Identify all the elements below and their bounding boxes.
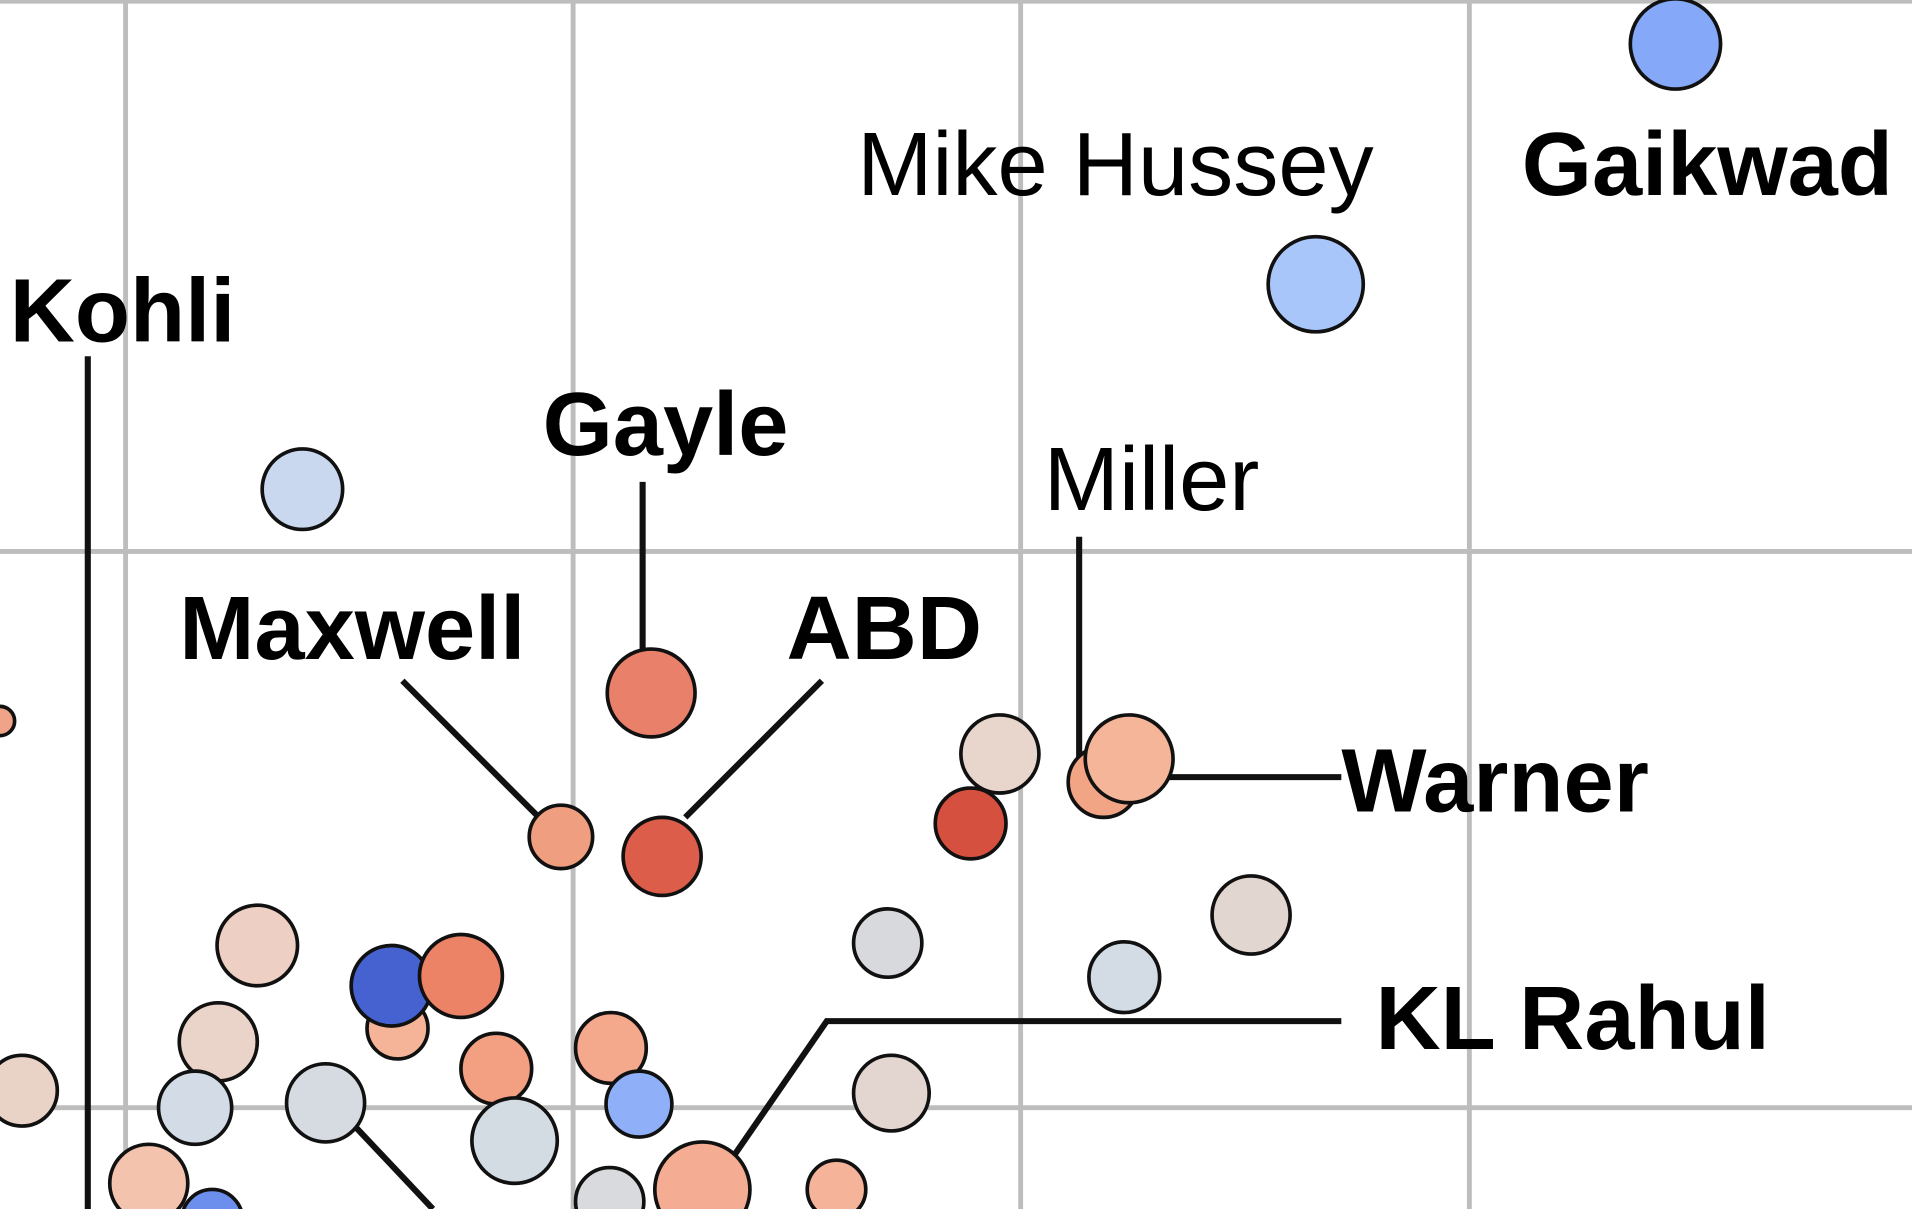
player-label: Maxwell — [179, 578, 525, 679]
point — [1087, 939, 1162, 1015]
point — [0, 1053, 60, 1128]
leader-line — [683, 678, 825, 820]
point — [417, 932, 505, 1020]
point — [215, 903, 300, 988]
player-label: Miller — [1044, 429, 1260, 530]
player-label: KL Rahul — [1375, 968, 1769, 1069]
point — [621, 815, 703, 898]
point — [851, 1053, 932, 1133]
point — [959, 713, 1041, 795]
point — [459, 1031, 534, 1106]
point — [284, 1061, 367, 1144]
point — [181, 1187, 243, 1209]
point — [1628, 0, 1723, 91]
point — [933, 786, 1008, 861]
point — [573, 1010, 649, 1086]
point — [573, 1165, 646, 1209]
point — [1083, 713, 1175, 805]
player-label: Mike Hussey — [857, 114, 1373, 215]
point — [605, 647, 697, 739]
point — [652, 1140, 752, 1209]
labels: Mike Hussey Gaikwad Kohli Gayle Miller M… — [10, 114, 1893, 1069]
point — [851, 907, 924, 980]
player-label: Gaikwad — [1522, 114, 1893, 215]
point — [527, 803, 595, 871]
point — [604, 1069, 674, 1139]
point — [156, 1069, 234, 1147]
point — [470, 1096, 560, 1186]
leader-line — [348, 1120, 436, 1209]
point — [177, 1000, 260, 1083]
player-label: Gayle — [543, 374, 789, 475]
point — [260, 447, 345, 532]
leader-line — [400, 678, 542, 820]
player-label: Kohli — [10, 261, 236, 362]
point — [1266, 234, 1366, 334]
player-label: Warner — [1341, 730, 1649, 831]
point — [0, 704, 17, 738]
point — [107, 1142, 190, 1209]
leader-line — [729, 1018, 1342, 1161]
points — [0, 0, 1723, 1209]
point — [1210, 874, 1292, 956]
leaders — [84, 356, 1342, 1209]
point — [805, 1158, 868, 1209]
player-label: ABD — [787, 578, 982, 679]
